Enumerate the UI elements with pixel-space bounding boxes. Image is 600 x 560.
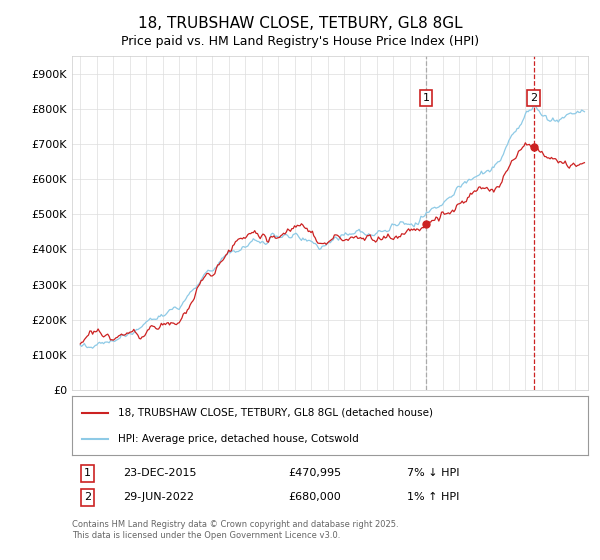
Text: 1: 1: [422, 93, 430, 103]
Text: 2: 2: [530, 93, 537, 103]
Text: 23-DEC-2015: 23-DEC-2015: [124, 468, 197, 478]
Text: £470,995: £470,995: [289, 468, 342, 478]
Text: 7% ↓ HPI: 7% ↓ HPI: [407, 468, 460, 478]
Text: 18, TRUBSHAW CLOSE, TETBURY, GL8 8GL (detached house): 18, TRUBSHAW CLOSE, TETBURY, GL8 8GL (de…: [118, 408, 433, 418]
Text: £680,000: £680,000: [289, 492, 341, 502]
Text: 29-JUN-2022: 29-JUN-2022: [124, 492, 194, 502]
Text: Contains HM Land Registry data © Crown copyright and database right 2025.
This d: Contains HM Land Registry data © Crown c…: [72, 520, 398, 540]
Text: 2: 2: [84, 492, 91, 502]
Text: 1% ↑ HPI: 1% ↑ HPI: [407, 492, 460, 502]
Text: Price paid vs. HM Land Registry's House Price Index (HPI): Price paid vs. HM Land Registry's House …: [121, 35, 479, 48]
Text: 18, TRUBSHAW CLOSE, TETBURY, GL8 8GL: 18, TRUBSHAW CLOSE, TETBURY, GL8 8GL: [137, 16, 463, 31]
Text: 1: 1: [84, 468, 91, 478]
Text: HPI: Average price, detached house, Cotswold: HPI: Average price, detached house, Cots…: [118, 433, 359, 444]
